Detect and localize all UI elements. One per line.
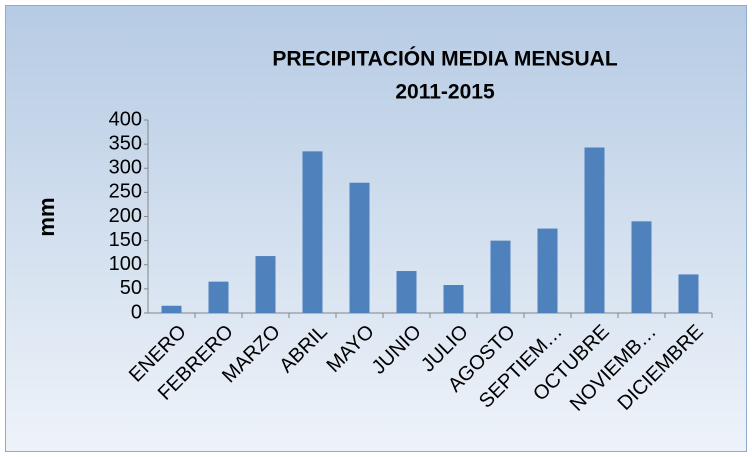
bar (208, 281, 229, 313)
y-tick-label: 300 (109, 157, 142, 179)
bar (631, 221, 652, 313)
bar (161, 305, 182, 313)
chart-subtitle: 2011-2015 (395, 81, 495, 104)
y-axis-label: mm (34, 197, 59, 236)
chart-background (5, 5, 747, 452)
bar (255, 256, 276, 313)
bar (443, 285, 464, 313)
bar (302, 151, 323, 313)
bar (396, 271, 417, 313)
y-tick-label: 150 (109, 229, 142, 251)
bar (537, 228, 558, 313)
y-tick-label: 200 (109, 205, 142, 227)
y-tick-label: 50 (120, 277, 142, 299)
y-tick-label: 100 (109, 253, 142, 275)
bar (490, 240, 511, 313)
y-tick-label: 250 (109, 181, 142, 203)
bar (678, 274, 699, 313)
y-tick-label: 0 (131, 301, 142, 323)
bar (349, 182, 370, 313)
bar (584, 147, 605, 313)
y-tick-label: 350 (109, 132, 142, 154)
chart-title: PRECIPITACIÓN MEDIA MENSUAL (272, 47, 618, 71)
y-tick-label: 400 (109, 108, 142, 130)
